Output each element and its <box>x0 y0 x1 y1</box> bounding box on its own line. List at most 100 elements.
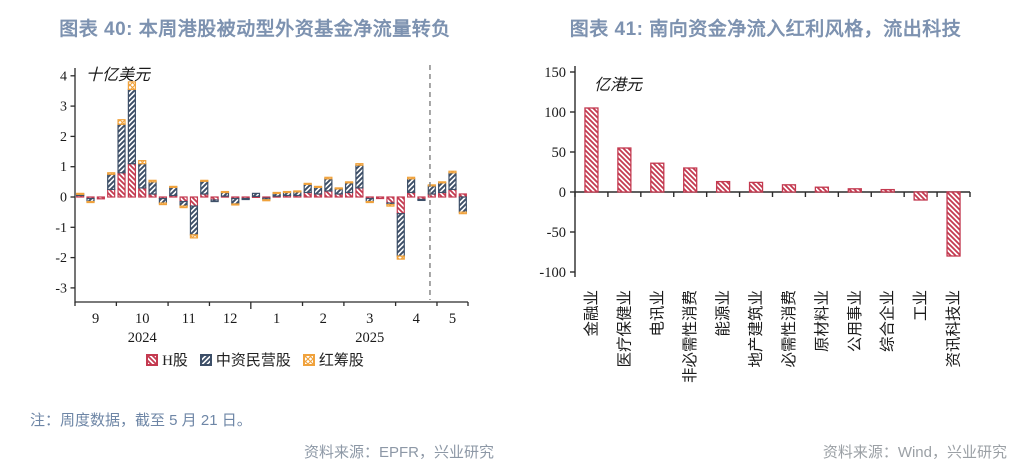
stacked-bar-segment <box>127 163 136 198</box>
axis-label: 0 <box>60 191 67 206</box>
axis-label: -2 <box>55 251 67 266</box>
sector-bar <box>650 162 665 193</box>
stacked-bar-segment <box>189 205 199 236</box>
stacked-bar-segment <box>200 179 209 182</box>
stacked-bar-segment <box>427 184 436 187</box>
axis-label: 9 <box>92 311 99 327</box>
stacked-bar-segment <box>158 202 168 206</box>
stacked-bar-segment <box>334 187 343 190</box>
stacked-bar-segment <box>127 81 136 91</box>
figure41-panel: 图表 41: 南向资金净流入红利风格，流出科技 -100 -50 0 50 100 150… <box>510 0 1021 474</box>
category-label: 能源业 <box>714 290 732 337</box>
stacked-bar-segment <box>138 160 147 165</box>
stacked-bar-segment <box>458 196 467 213</box>
legend-item-private: 中资民营股 <box>199 349 291 370</box>
stacked-bar-segment <box>344 181 354 184</box>
stacked-bar-segment <box>169 186 178 197</box>
sector-bar <box>617 147 632 193</box>
stacked-bar-segment <box>303 182 312 185</box>
figure40-title: 图表 40: 本周港股被动型外资基金净流量转负 <box>59 19 451 40</box>
axis-label: -3 <box>55 281 67 296</box>
year-label: 2025 <box>355 330 384 346</box>
axis-label: -100 <box>539 265 566 281</box>
stacked-bar-segment <box>138 163 147 189</box>
stacked-bar-segment <box>189 196 199 207</box>
stacked-bar-segment <box>127 88 136 165</box>
stacked-bar-segment <box>438 191 447 198</box>
figure40-chart: -3 -2 -1 0 1 2 3 4 十亿美元 9 10 11 12 1 2 3 4 5 2024 2025 <box>0 55 510 360</box>
sector-bar <box>880 188 895 193</box>
stacked-bar-segment <box>117 123 126 174</box>
stacked-bar-segment <box>396 213 405 257</box>
axis-label: 150 <box>544 65 566 81</box>
axis-label: 2 <box>60 130 67 145</box>
category-label: 非必需性消费 <box>681 290 699 383</box>
figure41-chart: -100 -50 0 50 100 150 亿港元 金融业 医疗保健业 电讯业 非必需性消费 能源业地… <box>510 55 1021 420</box>
axis-label: 4 <box>413 311 421 327</box>
sector-bar <box>584 107 599 193</box>
sector-bar <box>715 180 731 193</box>
stacked-bar-segment <box>396 255 405 260</box>
stacked-bar-segment <box>107 173 116 191</box>
axis-label: 1 <box>273 311 280 327</box>
stacked-bar-segment <box>179 196 188 203</box>
axis-label: 100 <box>544 105 566 121</box>
h-share-swatch-icon <box>146 353 159 366</box>
category-label: 电讯业 <box>648 290 666 337</box>
stacked-bar-segment <box>417 198 426 202</box>
stacked-bar-segment <box>138 187 147 198</box>
category-label: 原材料业 <box>813 290 831 352</box>
sector-bar <box>781 184 797 193</box>
axis-label: 12 <box>223 311 238 327</box>
stacked-bar-segment <box>86 200 95 204</box>
stacked-bar-segment <box>324 190 333 198</box>
stacked-bar-segment <box>355 187 364 198</box>
stacked-bar-segment <box>303 183 312 194</box>
axis-label: 4 <box>60 69 67 84</box>
axis-label: -50 <box>547 225 566 241</box>
legend-label: 红筹股 <box>318 353 364 369</box>
red-chip-swatch-icon <box>302 353 315 366</box>
stacked-bar-segment <box>96 196 105 200</box>
stacked-bar-segment <box>386 196 395 204</box>
sector-bar <box>748 181 764 193</box>
stacked-bar-segment <box>365 200 374 204</box>
legend-item-red-chip: 红筹股 <box>302 349 364 370</box>
category-label: 综合企业 <box>879 290 897 352</box>
stacked-bar-segment <box>407 176 416 180</box>
stacked-bar-segment <box>448 188 457 198</box>
figure40-panel: 图表 40: 本周港股被动型外资基金净流量转负 -3 -2 -1 0 1 2 3 4 十亿美元 9… <box>0 0 510 474</box>
sector-bar <box>847 188 862 193</box>
legend-item-h-share: H股 <box>146 349 188 370</box>
sector-bar-chart: -100 -50 0 50 100 150 亿港元金融业 医疗保健业 电讯业 非必需性消费 能源业地… <box>539 65 971 383</box>
category-label: 工业 <box>912 290 930 321</box>
stacked-bar-segment <box>148 181 157 195</box>
unit-label: 亿港元 <box>594 76 644 94</box>
stacked-bar-segment <box>355 164 364 189</box>
axis-label: -1 <box>55 221 67 236</box>
stacked-bar-segment <box>344 182 354 194</box>
sector-bar <box>683 167 698 193</box>
figure40-note: 注：周度数据，截至 5 月 21 日。 <box>30 412 252 429</box>
stacked-bar-segment <box>76 192 85 195</box>
stacked-bar-segment <box>407 191 416 198</box>
axis-label: 11 <box>182 311 196 327</box>
stacked-bar-segment <box>407 178 416 194</box>
category-label: 医疗保健业 <box>615 290 633 368</box>
axis-label: 50 <box>552 145 567 161</box>
stacked-bar-segment <box>107 188 116 198</box>
stacked-bar-segment <box>210 199 219 203</box>
stacked-bar-segment <box>231 197 240 205</box>
sector-bar <box>814 186 830 193</box>
stacked-bar-segment <box>251 192 261 197</box>
stacked-bar-segment <box>344 191 354 198</box>
stacked-bar-segment <box>448 170 457 174</box>
stacked-bar-segment <box>272 191 281 195</box>
stacked-bar-segment <box>313 186 323 195</box>
category-label: 金融业 <box>582 290 600 337</box>
stacked-bar-segment <box>324 178 333 192</box>
stacked-bar-segment <box>200 180 209 195</box>
legend-label: 中资民营股 <box>215 353 291 369</box>
category-label: 公用事业 <box>846 290 864 352</box>
axis-label: 0 <box>559 185 566 201</box>
